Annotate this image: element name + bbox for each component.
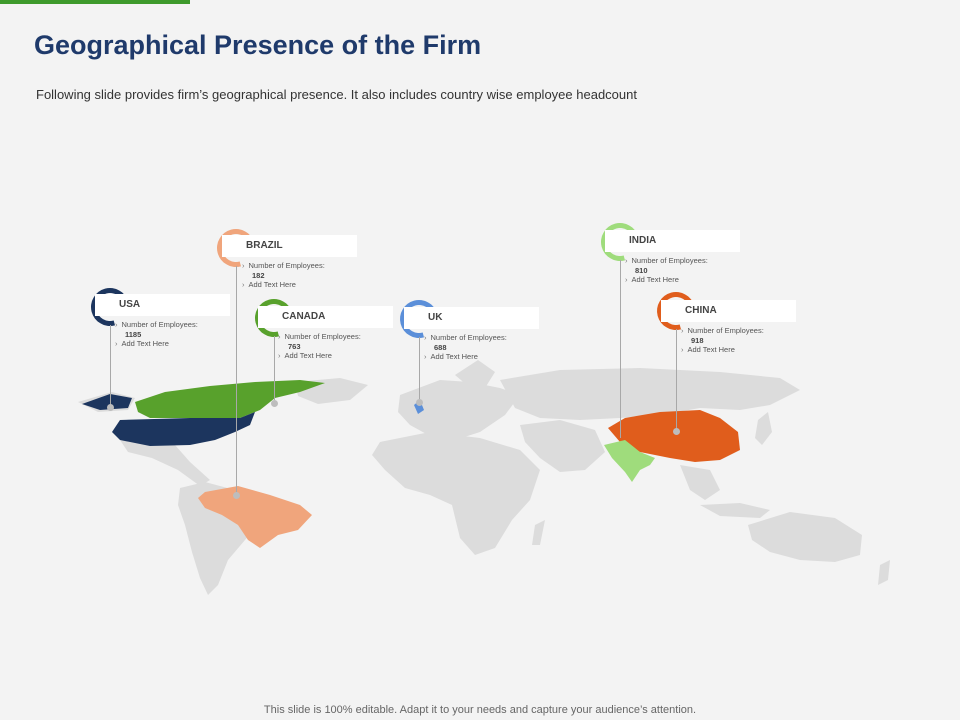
- china-extra: › Add Text Here: [681, 345, 735, 354]
- slide-title: Geographical Presence of the Firm: [34, 30, 482, 60]
- india-name: INDIA: [605, 230, 740, 252]
- uk-name: UK: [404, 307, 539, 329]
- uk-employees: › Number of Employees: 688: [424, 333, 507, 352]
- brazil-employees: › Number of Employees: 182: [242, 261, 325, 280]
- canada-card: CANADA › Number of Employees: 763 › Add Tex…: [258, 306, 393, 361]
- usa-card: USA › Number of Employees: 1185 › Add Text …: [95, 294, 230, 349]
- canada-pin-stem: [274, 336, 275, 400]
- uk-card: UK › Number of Employees: 688 › Add Text He…: [404, 307, 539, 362]
- usa-extra: › Add Text Here: [115, 339, 169, 348]
- slide-footer: This slide is 100% editable. Adapt it to…: [263, 704, 697, 716]
- china-region: [608, 410, 740, 462]
- india-region: [604, 440, 655, 482]
- china-name: CHINA: [661, 300, 796, 322]
- china-employees: › Number of Employees: 918: [681, 326, 764, 345]
- canada-extra: › Add Text Here: [278, 351, 332, 360]
- usa-employees: › Number of Employees: 1185: [115, 320, 198, 339]
- india-card: INDIA › Number of Employees: 810 › Add Text…: [605, 230, 740, 285]
- china-card: CHINA › Number of Employees: 918 › Add Text…: [661, 300, 796, 355]
- china-pin-stem: [676, 329, 677, 429]
- uk-pin-dot: [416, 399, 423, 406]
- canada-employees: › Number of Employees: 763: [278, 332, 361, 351]
- brazil-card: BRAZIL › Number of Employees: 182 › Add Tex…: [222, 235, 357, 290]
- brazil-name: BRAZIL: [222, 235, 357, 257]
- uk-pin-stem: [419, 337, 420, 400]
- usa-pin-dot: [107, 404, 114, 411]
- top-accent-bar: [0, 0, 190, 4]
- china-pin-dot: [673, 428, 680, 435]
- india-pin-stem: [620, 260, 621, 438]
- brazil-pin-dot: [233, 492, 240, 499]
- usa-alaska-region: [82, 394, 132, 410]
- world-land: [78, 360, 890, 595]
- india-employees: › Number of Employees: 810: [625, 256, 708, 275]
- uk-extra: › Add Text Here: [424, 352, 478, 361]
- brazil-extra: › Add Text Here: [242, 280, 296, 289]
- usa-pin-stem: [110, 325, 111, 406]
- canada-name: CANADA: [258, 306, 393, 328]
- canada-pin-dot: [271, 400, 278, 407]
- slide-subtitle: Following slide provides firm’s geograph…: [36, 87, 637, 102]
- india-extra: › Add Text Here: [625, 275, 679, 284]
- usa-name: USA: [95, 294, 230, 316]
- brazil-pin-stem: [236, 266, 237, 492]
- brazil-region: [198, 486, 312, 548]
- canada-region: [135, 380, 325, 418]
- usa-region: [112, 412, 255, 446]
